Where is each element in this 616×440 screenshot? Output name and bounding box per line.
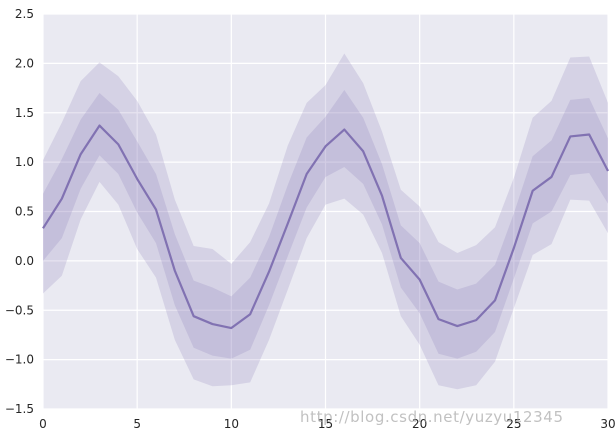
watermark-text: http://blog.csdn.net/yuzyu12345 xyxy=(300,408,564,426)
x-tick-label: 10 xyxy=(224,417,239,431)
x-tick-label: 5 xyxy=(133,417,141,431)
y-tick-label: −1.5 xyxy=(5,402,34,416)
y-tick-label: 0.5 xyxy=(15,205,34,219)
y-tick-label: −1.0 xyxy=(5,353,34,367)
y-tick-label: 1.0 xyxy=(15,155,34,169)
x-tick-label: 20 xyxy=(412,417,427,431)
x-tick-label: 25 xyxy=(506,417,521,431)
y-tick-label: 0.0 xyxy=(15,254,34,268)
x-tick-label: 0 xyxy=(39,417,47,431)
confidence-band-0 xyxy=(43,53,608,390)
y-tick-label: 2.0 xyxy=(15,56,34,70)
y-tick-label: 1.5 xyxy=(15,106,34,120)
x-tick-label: 30 xyxy=(600,417,615,431)
y-tick-label: −0.5 xyxy=(5,303,34,317)
y-tick-label: 2.5 xyxy=(15,7,34,21)
x-tick-label: 15 xyxy=(318,417,333,431)
